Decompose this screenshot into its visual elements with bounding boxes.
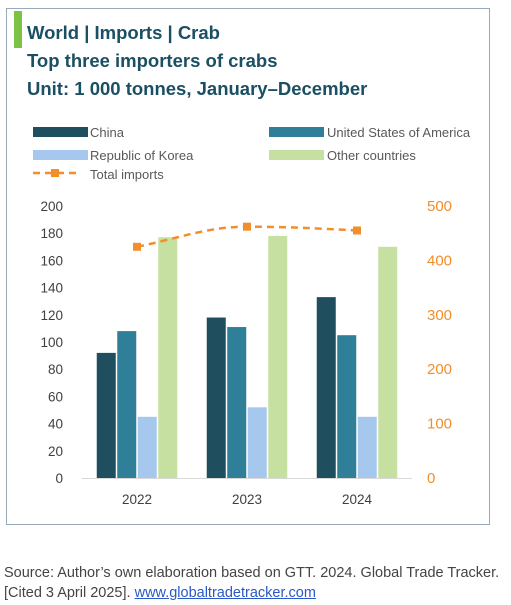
y-left-tick-label: 20 xyxy=(48,444,63,459)
y-left-tick-label: 180 xyxy=(40,226,63,241)
total-imports-point xyxy=(133,242,141,251)
bar-china xyxy=(206,317,226,478)
legend-label-other: Other countries xyxy=(327,148,416,163)
total-imports-point xyxy=(353,226,361,235)
y-right-tick-label: 100 xyxy=(427,416,452,433)
y-right-tick-label: 300 xyxy=(427,307,452,324)
y-left-tick-label: 200 xyxy=(40,199,63,214)
y-left-tick-label: 80 xyxy=(48,362,63,377)
source-link[interactable]: www.globaltradetracker.com xyxy=(134,585,316,601)
chart-subtitle: Top three importers of crabs xyxy=(27,50,278,71)
y-right-tick-label: 200 xyxy=(427,361,452,378)
y-left-tick-label: 0 xyxy=(55,471,63,486)
x-tick-label: 2022 xyxy=(122,492,152,507)
bar-usa xyxy=(337,335,357,478)
y-right-tick-label: 500 xyxy=(427,198,452,215)
y-right-tick-label: 400 xyxy=(427,252,452,269)
bar-other xyxy=(158,237,178,478)
legend-swatch-other xyxy=(269,150,324,160)
bar-other xyxy=(268,235,288,478)
y-right-tick-label: 0 xyxy=(427,470,435,487)
bar-china xyxy=(316,297,336,478)
crab-imports-chart: China United States of America Republic … xyxy=(33,125,471,507)
total-imports-point xyxy=(243,222,251,231)
bar-other xyxy=(378,246,398,478)
y-left-tick-label: 100 xyxy=(40,335,63,350)
y-left-tick-label: 60 xyxy=(48,389,63,404)
chart-title: World | Imports | Crab xyxy=(27,22,220,43)
plot-area: 0 20 40 60 80 100 120 140 160 180 200 0 100 200 300 400… xyxy=(40,198,452,507)
x-tick-label: 2024 xyxy=(342,492,373,507)
legend-swatch-usa xyxy=(269,127,324,137)
figure-frame: World | Imports | Crab Top three importe… xyxy=(6,8,490,525)
legend-label-total: Total imports xyxy=(90,167,164,182)
bar-korea xyxy=(357,416,377,478)
legend-marker-total xyxy=(51,169,59,177)
legend-swatch-china xyxy=(33,127,88,137)
source-text: Source: Author’s own elaboration based o… xyxy=(4,565,500,601)
x-tick-label: 2023 xyxy=(232,492,262,507)
legend-label-usa: United States of America xyxy=(327,125,471,140)
y-left-tick-label: 40 xyxy=(48,417,63,432)
chart-unit-label: Unit: 1 000 tonnes, January–December xyxy=(27,78,368,99)
legend-label-china: China xyxy=(90,125,125,140)
bar-china xyxy=(96,352,116,478)
y-left-tick-label: 160 xyxy=(40,253,63,268)
bar-usa xyxy=(227,327,247,478)
bar-korea xyxy=(137,416,157,478)
legend-swatch-korea xyxy=(33,150,88,160)
y-left-tick-label: 120 xyxy=(40,308,63,323)
chart-title-block: World | Imports | Crab Top three importe… xyxy=(27,19,487,103)
legend-label-korea: Republic of Korea xyxy=(90,148,194,163)
y-left-tick-label: 140 xyxy=(40,281,63,296)
bar-usa xyxy=(117,331,137,478)
legend: China United States of America Republic … xyxy=(33,125,471,182)
source-note: Source: Author’s own elaboration based o… xyxy=(4,563,504,603)
title-accent-bar xyxy=(14,11,22,48)
bar-korea xyxy=(247,407,267,478)
